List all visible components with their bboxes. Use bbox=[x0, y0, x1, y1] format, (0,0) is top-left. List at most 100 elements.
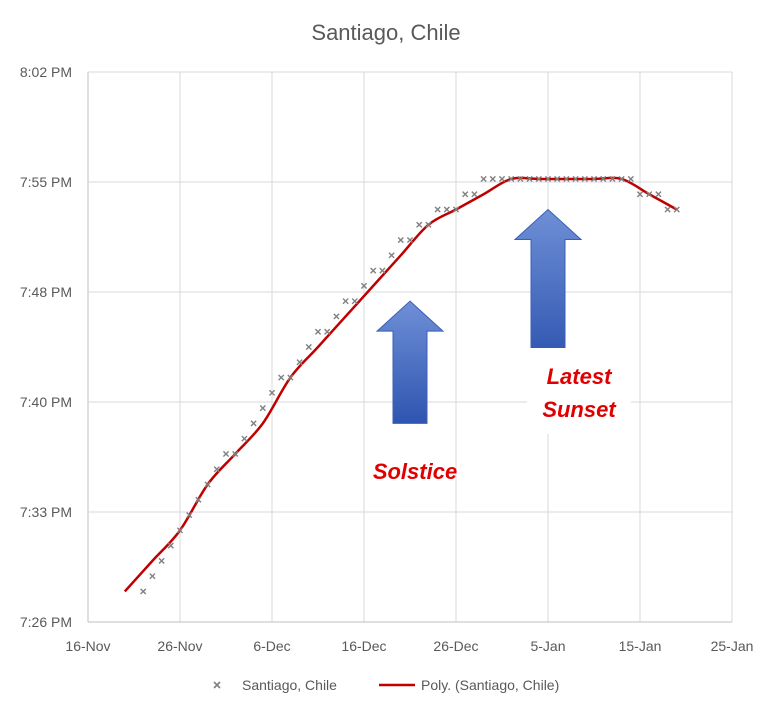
y-tick-label: 8:02 PM bbox=[20, 64, 72, 80]
data-point-stroke bbox=[149, 573, 156, 580]
data-point-stroke bbox=[517, 175, 524, 183]
arrow-solstice bbox=[375, 300, 445, 424]
data-point-stroke bbox=[452, 206, 460, 213]
data-point-stroke bbox=[259, 405, 266, 412]
data-point-stroke bbox=[673, 206, 680, 213]
data-point bbox=[360, 282, 368, 289]
data-point-stroke bbox=[508, 175, 515, 183]
data-point bbox=[259, 405, 266, 412]
x-tick-label: 16-Dec bbox=[341, 638, 386, 654]
data-point-stroke bbox=[600, 175, 607, 183]
data-point-stroke bbox=[498, 175, 506, 183]
data-point-stroke bbox=[360, 282, 368, 289]
data-point-stroke bbox=[646, 191, 653, 198]
data-point bbox=[176, 527, 184, 534]
data-point bbox=[397, 236, 404, 244]
data-point bbox=[222, 450, 230, 458]
data-point-stroke bbox=[195, 496, 202, 503]
data-point-stroke bbox=[287, 374, 294, 381]
data-point-stroke bbox=[232, 450, 239, 458]
data-point bbox=[471, 191, 478, 198]
data-point bbox=[333, 313, 340, 320]
y-tick-label: 7:55 PM bbox=[20, 174, 72, 190]
data-point bbox=[498, 175, 506, 183]
data-point bbox=[609, 175, 616, 183]
data-point bbox=[342, 298, 349, 305]
trendline bbox=[123, 176, 678, 593]
data-point bbox=[462, 191, 469, 198]
data-point-stroke bbox=[324, 328, 331, 335]
legend-label-santiago: Santiago, Chile bbox=[242, 677, 337, 693]
data-point-stroke bbox=[397, 236, 404, 244]
data-point-stroke bbox=[140, 588, 147, 595]
x-tick-label: 26-Dec bbox=[433, 638, 478, 654]
data-point-stroke bbox=[186, 511, 193, 519]
data-point-stroke bbox=[554, 175, 561, 183]
arrows bbox=[375, 208, 583, 424]
y-tick-label: 7:33 PM bbox=[20, 504, 72, 520]
y-tick-label: 7:40 PM bbox=[20, 394, 72, 410]
data-point bbox=[195, 496, 202, 503]
data-point bbox=[554, 175, 561, 183]
data-point bbox=[388, 252, 395, 259]
data-point bbox=[213, 466, 220, 473]
data-point-stroke bbox=[618, 175, 625, 183]
data-point bbox=[452, 206, 460, 213]
latest-sunset-label-background bbox=[527, 348, 631, 434]
x-tick-label: 6-Dec bbox=[253, 638, 290, 654]
x-tick-label: 16-Nov bbox=[65, 638, 110, 654]
data-point bbox=[563, 175, 570, 183]
data-point-stroke bbox=[664, 206, 671, 213]
data-point-stroke bbox=[176, 527, 184, 534]
data-point bbox=[416, 221, 423, 228]
data-point-stroke bbox=[609, 175, 616, 183]
data-point-stroke bbox=[167, 542, 174, 549]
data-point-stroke bbox=[213, 466, 220, 473]
data-point-stroke bbox=[627, 175, 634, 183]
data-point-stroke bbox=[222, 450, 230, 458]
data-point-stroke bbox=[425, 221, 432, 228]
data-point-stroke bbox=[379, 267, 386, 274]
data-points bbox=[140, 175, 680, 595]
data-point bbox=[324, 328, 331, 335]
x-tick-label: 5-Jan bbox=[530, 638, 565, 654]
x-tick-label: 25-Jan bbox=[711, 638, 754, 654]
data-point bbox=[600, 175, 607, 183]
data-point bbox=[268, 389, 276, 396]
data-point-stroke bbox=[535, 175, 542, 183]
data-point bbox=[167, 542, 174, 549]
legend: Santiago, Chile Poly. (Santiago, Chile) bbox=[213, 677, 559, 693]
data-point bbox=[232, 450, 239, 458]
solstice-label: Solstice bbox=[373, 459, 457, 484]
data-point-stroke bbox=[480, 175, 487, 183]
data-point bbox=[664, 206, 671, 213]
data-point bbox=[406, 236, 414, 244]
data-point-stroke bbox=[278, 374, 285, 381]
data-point-stroke bbox=[655, 191, 662, 198]
trendline-path bbox=[123, 176, 678, 593]
annotations: Solstice Latest Sunset bbox=[373, 348, 631, 484]
data-point bbox=[443, 206, 450, 213]
data-point-stroke bbox=[305, 343, 312, 351]
data-point bbox=[517, 175, 524, 183]
data-point bbox=[535, 175, 542, 183]
arrow-latest-sunset bbox=[513, 208, 583, 363]
tick-labels: 16-Nov 26-Nov 6-Dec 16-Dec 26-Dec 5-Jan 15-Jan… bbox=[20, 64, 754, 654]
data-point bbox=[296, 359, 303, 366]
data-point bbox=[250, 420, 257, 427]
data-point-stroke bbox=[416, 221, 423, 228]
data-point-stroke bbox=[158, 557, 165, 564]
data-point-stroke bbox=[406, 236, 414, 244]
legend-marker-santiago bbox=[213, 681, 221, 689]
data-point bbox=[618, 175, 625, 183]
data-point bbox=[379, 267, 386, 274]
data-point bbox=[241, 435, 248, 442]
data-point-stroke bbox=[296, 359, 303, 366]
data-point-stroke bbox=[636, 191, 644, 198]
legend-label-poly: Poly. (Santiago, Chile) bbox=[421, 677, 559, 693]
data-point-stroke bbox=[489, 175, 496, 183]
data-point bbox=[305, 343, 312, 351]
data-point-stroke bbox=[563, 175, 570, 183]
data-point bbox=[489, 175, 496, 183]
